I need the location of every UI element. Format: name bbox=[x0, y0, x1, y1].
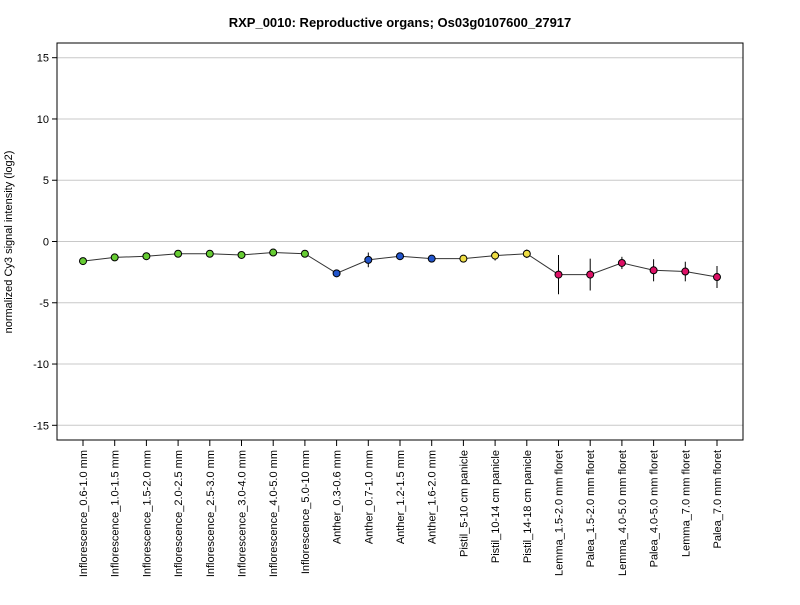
x-tick-label: Pistil_5-10 cm panicle bbox=[458, 450, 470, 557]
data-point bbox=[427, 254, 436, 263]
data-point bbox=[522, 249, 531, 258]
y-tick-label: -15 bbox=[33, 420, 49, 432]
x-tick-label: Lemma_7.0 mm floret bbox=[680, 450, 692, 557]
y-tick-label: 5 bbox=[43, 175, 49, 187]
x-tick-label: Inflorescence_1.0-1.5 mm bbox=[110, 450, 122, 577]
data-point bbox=[300, 249, 309, 258]
data-point bbox=[617, 258, 626, 267]
y-axis-label: normalized Cy3 signal intensity (log2) bbox=[3, 151, 15, 334]
data-point bbox=[79, 257, 87, 266]
x-tick-label: Palea_7.0 mm floret bbox=[712, 450, 724, 548]
x-tick-label: Pistil_10-14 cm panicle bbox=[490, 450, 502, 563]
y-tick-label: 10 bbox=[37, 114, 49, 126]
x-tick-label: Lemma_1.5-2.0 mm floret bbox=[554, 450, 566, 576]
x-tick-label: Anther_1.6-2.0 mm bbox=[427, 450, 439, 544]
data-point bbox=[649, 266, 658, 275]
y-tick-label: -5 bbox=[39, 298, 49, 310]
y-tick-label: 15 bbox=[37, 53, 49, 65]
x-tick-label: Palea_4.0-5.0 mm floret bbox=[649, 450, 661, 567]
data-point bbox=[586, 270, 595, 279]
data-point bbox=[554, 270, 563, 279]
data-point bbox=[110, 253, 119, 262]
data-point bbox=[713, 273, 721, 282]
y-tick-label: -10 bbox=[33, 359, 49, 371]
data-point bbox=[459, 254, 468, 263]
data-point bbox=[269, 248, 278, 257]
y-tick-label: 0 bbox=[43, 237, 49, 249]
x-tick-labels: Inflorescence_0.6-1.0 mm Inflorescence_1.… bbox=[78, 440, 724, 577]
x-tick-label: Inflorescence_2.5-3.0 mm bbox=[205, 450, 217, 577]
x-tick-label: Inflorescence_3.0-4.0 mm bbox=[237, 450, 249, 577]
x-tick-label: Palea_1.5-2.0 mm floret bbox=[585, 450, 597, 567]
x-tick-label: Lemma_4.0-5.0 mm floret bbox=[617, 450, 629, 576]
x-tick-label: Inflorescence_1.5-2.0 mm bbox=[141, 450, 153, 577]
data-series bbox=[79, 248, 721, 295]
chart-title: RXP_0010: Reproductive organs; Os03g0107… bbox=[229, 15, 572, 30]
x-tick-label: Inflorescence_5.0-10 mm bbox=[300, 450, 312, 574]
x-tick-label: Pistil_14-18 cm panicle bbox=[522, 450, 534, 563]
x-tick-label: Anther_1.2-1.5 mm bbox=[395, 450, 407, 544]
x-tick-label: Anther_0.7-1.0 mm bbox=[363, 450, 375, 544]
x-tick-label: Inflorescence_2.0-2.5 mm bbox=[173, 450, 185, 577]
data-point bbox=[205, 249, 214, 258]
x-tick-label: Inflorescence_0.6-1.0 mm bbox=[78, 450, 90, 577]
x-tick-label: Anther_0.3-0.6 mm bbox=[332, 450, 344, 544]
data-point bbox=[237, 250, 246, 259]
data-point bbox=[491, 251, 500, 260]
gridlines bbox=[57, 57, 743, 426]
data-point bbox=[396, 252, 404, 261]
data-point bbox=[142, 252, 151, 261]
data-point bbox=[332, 269, 341, 278]
data-point bbox=[364, 255, 373, 264]
data-point bbox=[174, 249, 183, 258]
x-tick-label: Inflorescence_4.0-5.0 mm bbox=[268, 450, 280, 577]
data-point bbox=[681, 267, 690, 276]
